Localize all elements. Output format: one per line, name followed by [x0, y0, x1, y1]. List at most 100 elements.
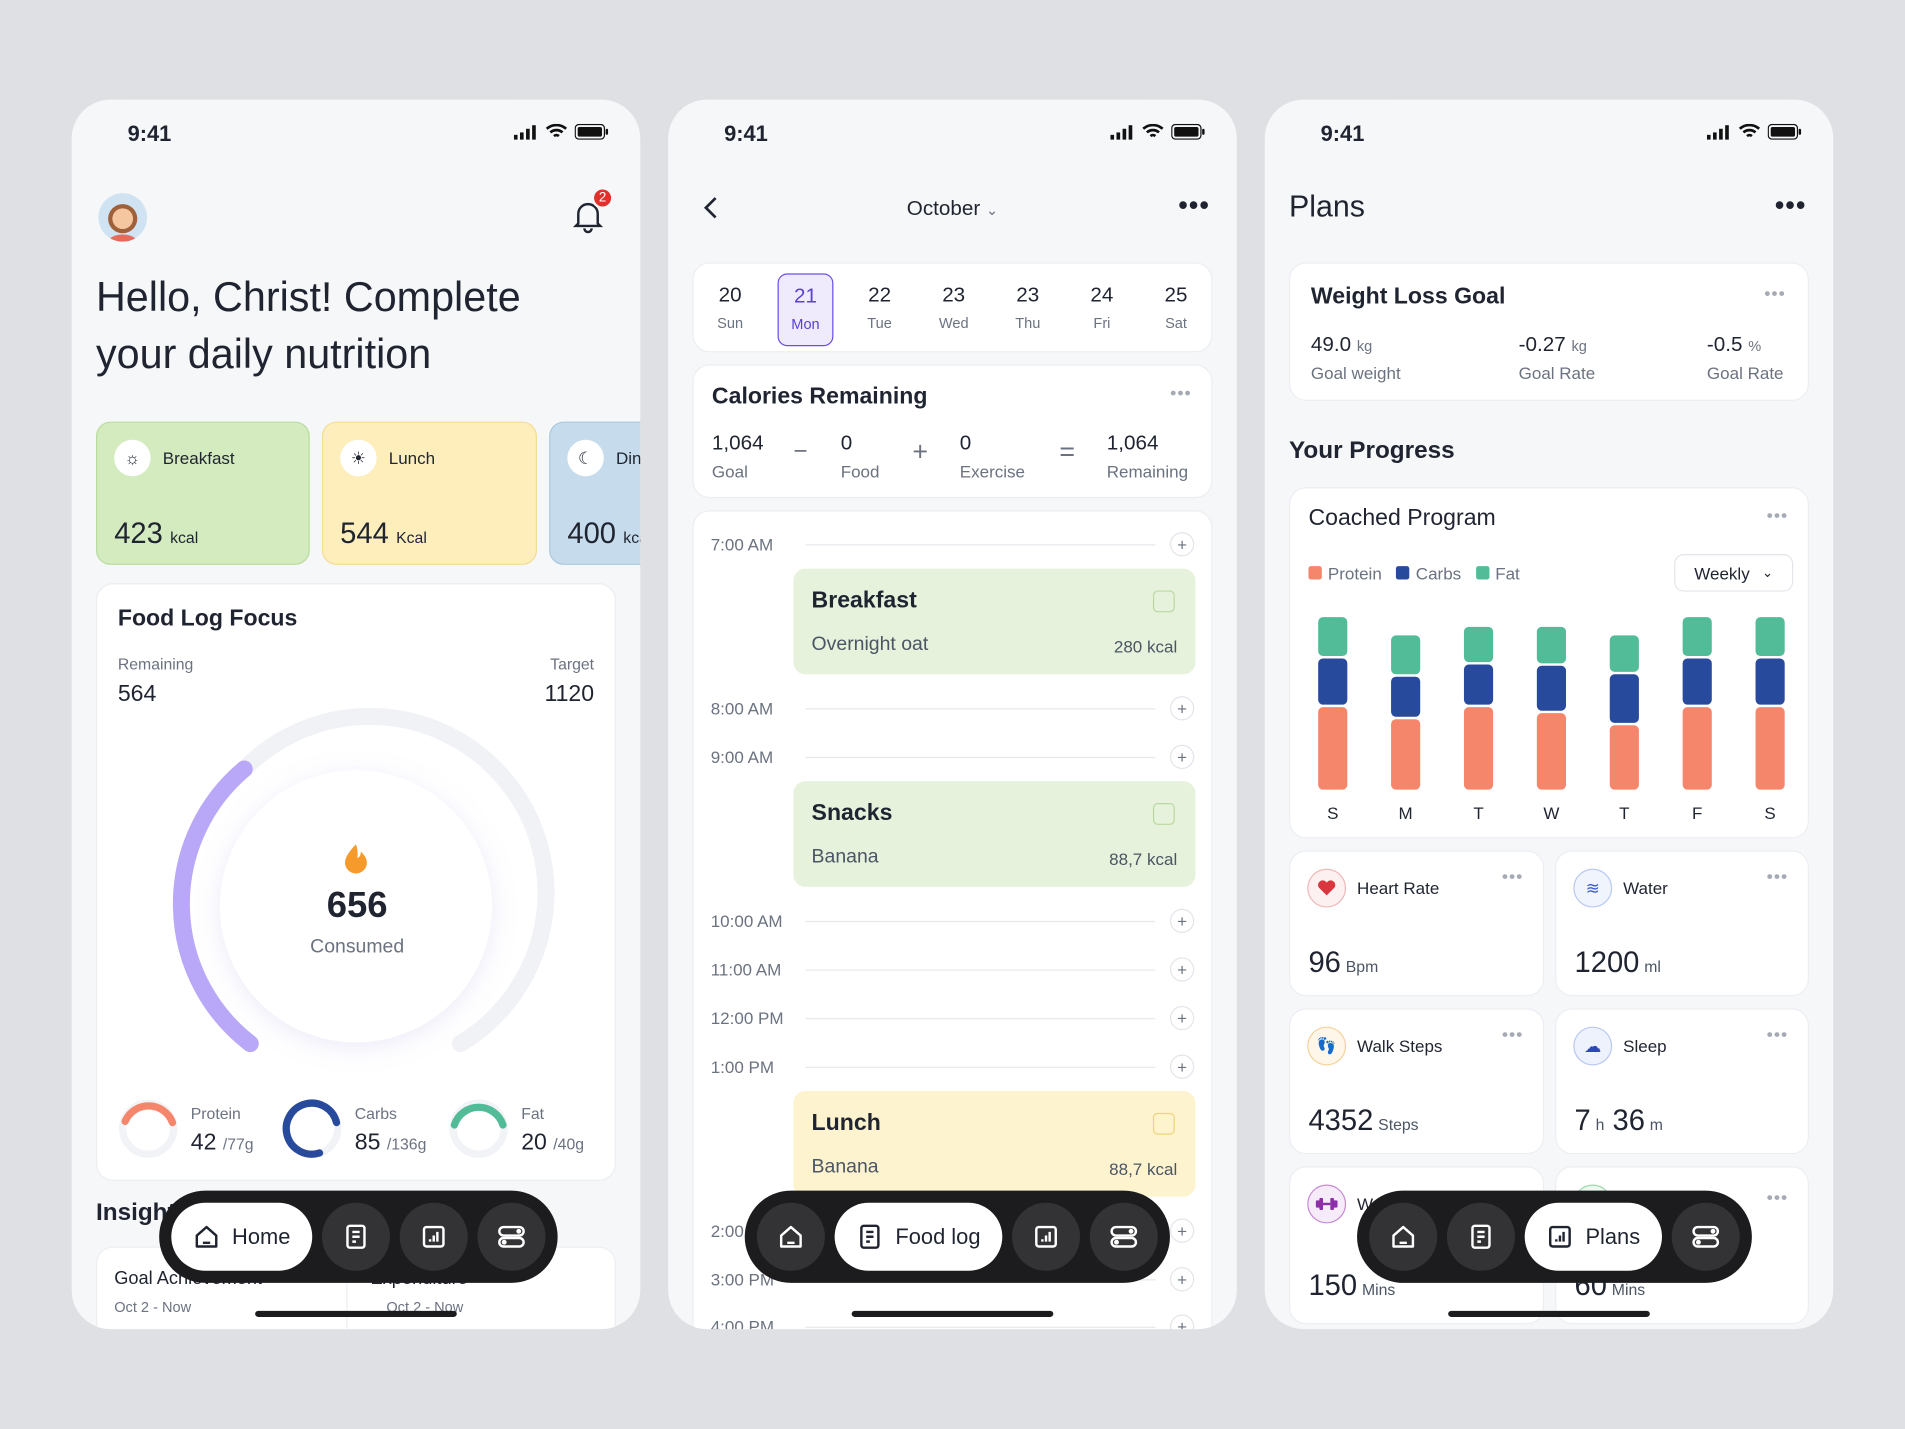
avatar[interactable]: [98, 193, 148, 242]
nav-home[interactable]: [1369, 1202, 1438, 1271]
nav-home[interactable]: Home: [171, 1202, 313, 1271]
more-icon[interactable]: •••: [1764, 283, 1786, 303]
add-icon[interactable]: +: [1169, 532, 1195, 557]
nav-settings[interactable]: [1671, 1202, 1740, 1271]
battery-icon: [1767, 123, 1802, 140]
month-selector[interactable]: October ⌄: [906, 196, 999, 220]
date-item[interactable]: 24 Fri: [1090, 283, 1114, 332]
date-strip: 20 Sun 21 Mon 22 Tue 23 Wed 23 Thu 24 Fri 25 Sa…: [692, 262, 1213, 353]
card-title: Calories Remaining: [711, 383, 928, 410]
calories-remaining-card: Calories Remaining ••• 1,064 Goal − 0 Fo…: [692, 364, 1213, 499]
fat-ring: [449, 1099, 508, 1158]
stat-card-water[interactable]: ≋ Water ••• 1200 ml: [1555, 850, 1809, 997]
footsteps-icon: 👣: [1307, 1026, 1347, 1066]
bar-protein: [1463, 707, 1494, 790]
bar-protein: [1755, 707, 1785, 790]
more-icon[interactable]: •••: [1774, 189, 1807, 220]
date-item[interactable]: 23 Thu: [1015, 283, 1041, 332]
legend-protein: Protein: [1308, 564, 1382, 583]
home-indicator: [851, 1310, 1054, 1317]
date-item[interactable]: 25 Sat: [1164, 283, 1188, 332]
sleep-icon: ☁: [1573, 1026, 1613, 1066]
add-icon[interactable]: +: [1169, 908, 1195, 934]
date-item-selected[interactable]: 21 Mon: [777, 273, 834, 347]
dumbbell-icon: [1307, 1184, 1347, 1224]
checkbox[interactable]: [1152, 803, 1175, 825]
meal-card-dinner[interactable]: ☾ Dinner 400kcal: [549, 421, 641, 565]
meal-kcal: 400kcal: [567, 517, 640, 551]
remaining-label: Remaining: [117, 654, 194, 674]
bar-carbs: [1609, 674, 1639, 723]
bar-fat: [1391, 635, 1421, 675]
bar-carbs: [1536, 665, 1567, 711]
nav-plans[interactable]: Plans: [1524, 1202, 1663, 1271]
add-icon[interactable]: +: [1169, 1218, 1195, 1243]
time-slot: 1:00 PM +: [711, 1054, 1195, 1079]
nav-food-log[interactable]: Food log: [834, 1202, 1003, 1271]
nav-plans[interactable]: [1012, 1202, 1081, 1271]
add-icon[interactable]: +: [1169, 957, 1195, 982]
add-icon[interactable]: +: [1169, 696, 1195, 721]
bar-carbs: [1682, 658, 1712, 705]
time-slot: 11:00 AM +: [711, 957, 1195, 982]
more-icon[interactable]: •••: [1501, 866, 1524, 886]
more-icon[interactable]: •••: [1501, 1024, 1524, 1044]
checkbox[interactable]: [1152, 1112, 1175, 1135]
entry-lunch[interactable]: Lunch Banana 88,7 kcal: [793, 1090, 1196, 1197]
more-icon[interactable]: •••: [1766, 1186, 1789, 1207]
bar-fat: [1463, 626, 1494, 663]
nav-label: Home: [232, 1224, 291, 1249]
section-title: Your Progress: [1289, 437, 1455, 465]
nav-settings[interactable]: [477, 1202, 546, 1271]
meal-card-breakfast[interactable]: ☼ Breakfast 423 kcal: [95, 421, 310, 565]
nav-home[interactable]: [756, 1202, 825, 1271]
date-item[interactable]: 22 Tue: [867, 283, 892, 332]
more-icon[interactable]: •••: [1766, 866, 1789, 886]
entry-snacks[interactable]: Snacks Banana 88,7 kcal: [793, 781, 1196, 887]
nav-food-log[interactable]: [321, 1202, 391, 1271]
meal-card-lunch[interactable]: ☀ Lunch 544 Kcal: [321, 421, 537, 565]
stat-card-heart-rate[interactable]: Heart Rate ••• 96 Bpm: [1289, 850, 1545, 997]
add-icon[interactable]: +: [1169, 1005, 1195, 1031]
date-item[interactable]: 20 Sun: [717, 283, 744, 332]
more-icon[interactable]: •••: [1178, 189, 1211, 220]
chart-legend: Protein Carbs Fat: [1308, 564, 1520, 583]
more-icon[interactable]: •••: [1766, 1024, 1789, 1044]
add-icon[interactable]: +: [1169, 744, 1195, 770]
add-icon[interactable]: +: [1169, 1314, 1195, 1330]
home-indicator: [1448, 1310, 1650, 1317]
nav-plans[interactable]: [399, 1202, 468, 1271]
nav-label: Plans: [1585, 1224, 1641, 1249]
macro-fat: Fat 20 /40g: [448, 1098, 584, 1165]
x-tick-label: T: [1619, 804, 1629, 823]
entry-breakfast[interactable]: Breakfast Overnight oat 280 kcal: [793, 568, 1196, 675]
plans-screen: 9:41 Plans ••• Weight Loss Goal ••• 49.0…: [1264, 99, 1834, 1330]
stat-card-walk-steps[interactable]: 👣 Walk Steps ••• 4352 Steps: [1289, 1008, 1545, 1155]
status-time: 9:41: [724, 121, 768, 146]
legend-fat: Fat: [1475, 564, 1520, 583]
chart-icon: [1548, 1225, 1571, 1248]
date-item[interactable]: 23 Wed: [938, 283, 969, 332]
bar-protein: [1609, 725, 1639, 790]
meal-name: Breakfast: [162, 448, 235, 468]
checkbox[interactable]: [1152, 590, 1175, 613]
add-icon[interactable]: +: [1169, 1054, 1195, 1079]
chevron-down-icon: ⌄: [985, 201, 999, 219]
status-icons: [1110, 123, 1205, 140]
nav-food-log[interactable]: [1446, 1202, 1515, 1271]
add-icon[interactable]: +: [1169, 1267, 1195, 1292]
toggles-icon: [1110, 1225, 1138, 1248]
moon-icon: ☾: [567, 439, 604, 477]
more-icon[interactable]: •••: [1766, 505, 1789, 525]
back-chevron-icon[interactable]: [700, 194, 724, 221]
period-dropdown[interactable]: Weekly ⌄: [1674, 553, 1794, 592]
signal-icon: [1706, 124, 1729, 140]
toggles-icon: [1692, 1225, 1720, 1248]
bottom-nav: Food log: [744, 1190, 1171, 1283]
signal-icon: [513, 124, 536, 140]
more-icon[interactable]: •••: [1170, 382, 1192, 403]
nav-settings[interactable]: [1089, 1202, 1158, 1271]
status-time: 9:41: [1320, 121, 1365, 146]
notification-button[interactable]: 2: [567, 187, 614, 241]
